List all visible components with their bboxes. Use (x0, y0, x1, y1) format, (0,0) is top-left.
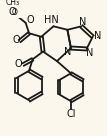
Text: O: O (26, 15, 34, 25)
Text: O: O (12, 35, 20, 45)
Text: O: O (15, 59, 22, 69)
Text: Cl: Cl (66, 109, 76, 119)
Text: N: N (64, 47, 71, 57)
Text: HN: HN (44, 15, 59, 25)
Text: O: O (9, 7, 16, 17)
Text: ·: · (96, 33, 99, 43)
Text: N: N (86, 48, 94, 58)
Text: N: N (79, 17, 86, 27)
Text: ·: · (94, 34, 97, 44)
Text: N: N (94, 31, 102, 41)
Text: CH₃: CH₃ (6, 0, 20, 7)
Text: O: O (11, 8, 17, 17)
